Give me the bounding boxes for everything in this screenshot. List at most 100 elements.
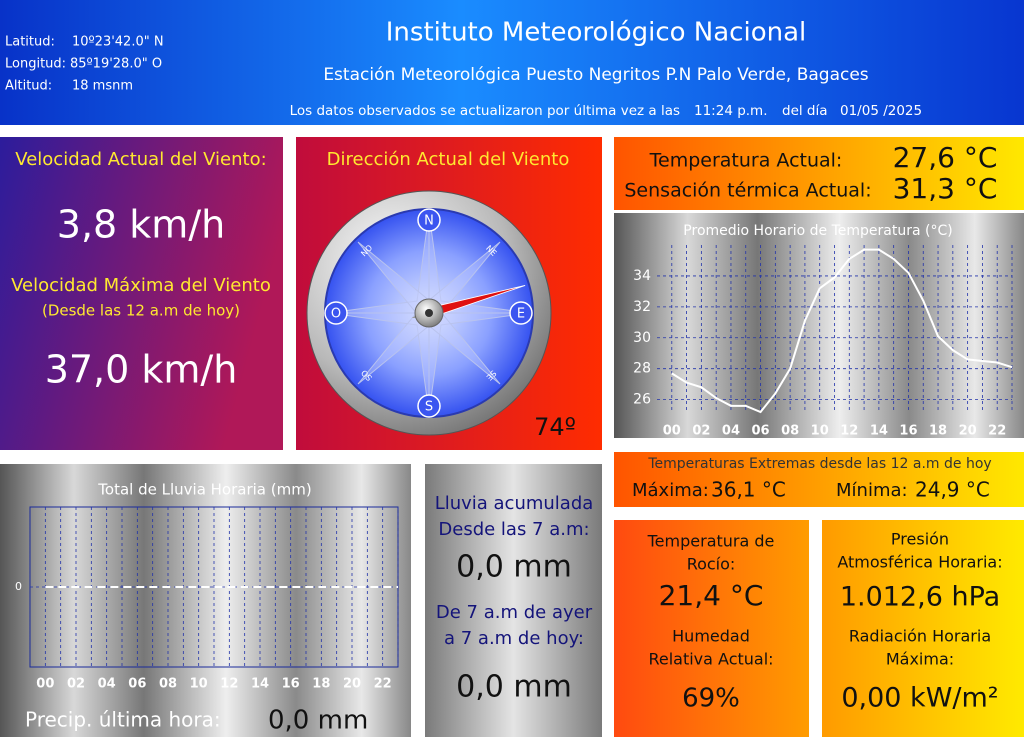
header-bg bbox=[0, 0, 1024, 125]
y-tick-label: 0 bbox=[15, 580, 22, 593]
wind-max-note: (Desde las 12 a.m de hoy) bbox=[42, 302, 240, 320]
altitude-label: Altitud: bbox=[5, 79, 52, 94]
x-tick-label: 16 bbox=[282, 677, 300, 692]
wind-panel bbox=[0, 137, 283, 450]
cardinal-label: S bbox=[425, 400, 433, 415]
update-date: 01/05 /2025 bbox=[840, 103, 922, 119]
latitude: 10º23'42.0" N bbox=[72, 35, 164, 50]
accum-label: Desde las 7 a.m: bbox=[438, 519, 589, 540]
temp-current: 27,6 °C bbox=[893, 141, 998, 174]
x-tick-label: 04 bbox=[722, 424, 740, 439]
needle-pin bbox=[425, 309, 433, 317]
extremes-min-label: Mínima: bbox=[836, 480, 908, 501]
day-value: 0,0 mm bbox=[456, 670, 572, 705]
x-tick-label: 12 bbox=[840, 424, 858, 439]
radiation-value: 0,00 kW/m² bbox=[841, 683, 998, 714]
update-text: Los datos observados se actualizaron por… bbox=[290, 103, 680, 119]
dew-panel bbox=[614, 520, 809, 737]
extremes-panel bbox=[614, 452, 1024, 507]
x-tick-label: 18 bbox=[929, 424, 947, 439]
day-label: De 7 a.m de ayer bbox=[436, 602, 593, 623]
dew-label: Temperatura de bbox=[647, 532, 775, 551]
pressure-panel bbox=[822, 520, 1024, 737]
radiation-label: Radiación Horaria bbox=[849, 627, 991, 646]
x-tick-label: 04 bbox=[98, 677, 116, 692]
cardinal-label: N bbox=[424, 214, 434, 229]
accum-value: 0,0 mm bbox=[456, 550, 572, 585]
y-tick-label: 26 bbox=[633, 392, 651, 408]
extremes-max: 36,1 °C bbox=[711, 478, 786, 502]
data-line bbox=[671, 248, 1013, 414]
chart-title: Total de Lluvia Horaria (mm) bbox=[97, 481, 311, 499]
x-tick-label: 00 bbox=[36, 677, 54, 692]
pressure-label: Atmosférica Horaria: bbox=[837, 553, 1002, 572]
x-tick-label: 08 bbox=[781, 424, 799, 439]
y-tick-label: 34 bbox=[633, 268, 651, 284]
pressure-label: Presión bbox=[891, 530, 949, 549]
temp-current-label: Temperatura Actual: bbox=[649, 150, 843, 172]
x-tick-label: 08 bbox=[159, 677, 177, 692]
direction-title: Dirección Actual del Viento bbox=[327, 149, 570, 170]
longitude: 85º19'28.0" O bbox=[70, 57, 162, 72]
x-tick-label: 02 bbox=[692, 424, 710, 439]
cardinal-badge bbox=[417, 394, 441, 418]
extremes-max-label: Máxima: bbox=[632, 480, 709, 501]
cardinal-label: O bbox=[331, 307, 341, 322]
subtitle: Estación Meteorológica Puesto Negritos P… bbox=[323, 65, 868, 85]
humidity-value: 69% bbox=[682, 684, 740, 714]
wind-max-label: Velocidad Máxima del Viento bbox=[11, 275, 271, 296]
y-tick-label: 30 bbox=[633, 330, 651, 346]
humidity-label: Humedad bbox=[672, 627, 750, 646]
last-hour-label: Precip. última hora: bbox=[25, 708, 221, 732]
x-tick-label: 10 bbox=[190, 677, 208, 692]
wind-current-label: Velocidad Actual del Viento: bbox=[15, 149, 266, 170]
cardinal-badge bbox=[417, 208, 441, 232]
dew-value: 21,4 °C bbox=[659, 579, 764, 612]
update-day-text: del día bbox=[782, 103, 828, 119]
chart-title: Promedio Horario de Temperatura (°C) bbox=[683, 223, 952, 239]
radiation-label: Máxima: bbox=[886, 650, 954, 669]
x-tick-label: 02 bbox=[67, 677, 85, 692]
temperature-panel bbox=[614, 137, 1024, 210]
day-label: a 7 a.m de hoy: bbox=[444, 628, 584, 649]
x-tick-label: 22 bbox=[374, 677, 392, 692]
extremes-title: Temperaturas Extremas desde las 12 a.m d… bbox=[647, 456, 991, 472]
y-tick-label: 28 bbox=[633, 361, 651, 377]
rain-chart-panel bbox=[0, 464, 411, 737]
dew-label: Rocío: bbox=[687, 555, 736, 574]
feels-label: Sensación térmica Actual: bbox=[624, 180, 871, 202]
altitude: 18 msnm bbox=[72, 79, 133, 94]
x-tick-label: 20 bbox=[343, 677, 361, 692]
x-tick-label: 06 bbox=[128, 677, 146, 692]
wind-max: 37,0 km/h bbox=[45, 348, 238, 392]
x-tick-label: 14 bbox=[870, 424, 888, 439]
update-time: 11:24 p.m. bbox=[694, 103, 768, 119]
humidity-label: Relativa Actual: bbox=[648, 650, 773, 669]
x-tick-label: 00 bbox=[663, 424, 681, 439]
direction-value: 74º bbox=[534, 413, 576, 441]
cardinal-badge bbox=[324, 301, 348, 325]
longitude-label: Longitud: bbox=[5, 57, 66, 72]
x-tick-label: 10 bbox=[811, 424, 829, 439]
x-tick-label: 06 bbox=[751, 424, 769, 439]
y-tick-label: 32 bbox=[633, 299, 651, 315]
x-tick-label: 14 bbox=[251, 677, 269, 692]
accum-label: Lluvia acumulada bbox=[435, 493, 594, 514]
cardinal-badge bbox=[509, 301, 533, 325]
extremes-min: 24,9 °C bbox=[915, 478, 990, 502]
x-tick-label: 20 bbox=[959, 424, 977, 439]
x-tick-label: 22 bbox=[988, 424, 1006, 439]
x-tick-label: 16 bbox=[899, 424, 917, 439]
pressure-value: 1.012,6 hPa bbox=[840, 582, 1000, 613]
rain-accum-panel bbox=[425, 464, 602, 737]
x-tick-label: 12 bbox=[220, 677, 238, 692]
cardinal-label: E bbox=[517, 307, 525, 322]
latitude-label: Latitud: bbox=[5, 35, 55, 50]
wind-current: 3,8 km/h bbox=[57, 203, 225, 247]
temperature-chart-panel bbox=[614, 213, 1024, 438]
title: Instituto Meteorológico Nacional bbox=[386, 18, 806, 48]
x-tick-label: 18 bbox=[312, 677, 330, 692]
last-hour-value: 0,0 mm bbox=[268, 706, 368, 736]
feels: 31,3 °C bbox=[893, 172, 998, 205]
